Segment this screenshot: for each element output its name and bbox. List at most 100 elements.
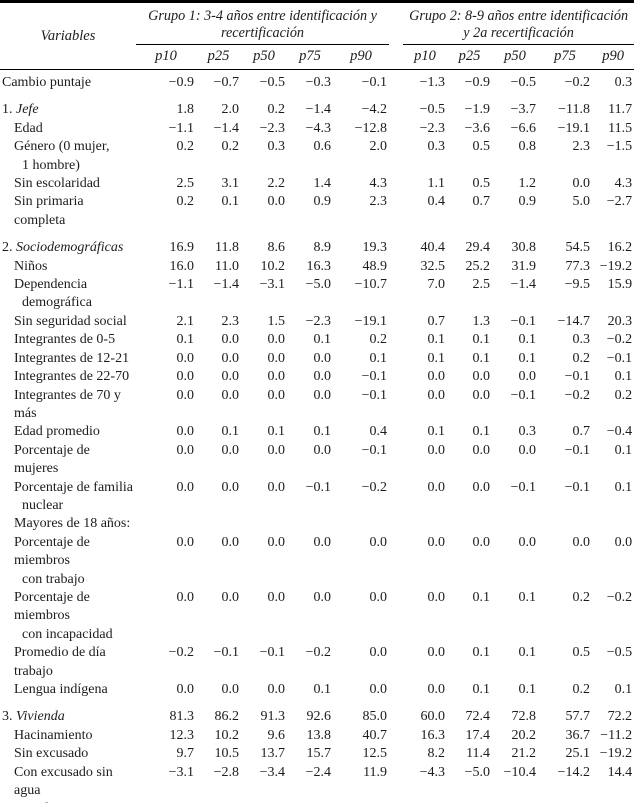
cell-group2-p90: −0.2 [606,332,633,348]
cell-group2-p75: −19.1 [557,120,591,136]
cell-group2-p90 [592,515,634,533]
group-spacer-cell [389,70,403,93]
cell-group1-p10: 0.0 [176,350,195,366]
cell-group1-p75: 0.1 [313,332,332,348]
row-label: Dependencia demográfica [14,277,92,311]
cell-group2-p25: 0.0 [472,387,491,403]
cell-group1-p50: 8.6 [267,240,286,256]
cell-group2-p75: 2.3 [572,139,591,155]
cell-group1-p75: 0.0 [313,442,332,458]
cell-group1-p50: 91.3 [260,709,286,725]
table-row: Niños 16.0 11.0 10.2 16.3 48.9 32.5 25.2 31.9 77.… [0,258,634,276]
cell-group1-p10: 0.2 [176,139,195,155]
row-label: Niños [14,258,48,274]
cell-group2-p50: 0.1 [518,645,537,661]
cell-group1-p90: −0.2 [361,479,388,495]
cell-group1-p75: 0.1 [313,424,332,440]
cell-group1-p10: 0.0 [176,534,195,550]
cell-group1-p50: 9.6 [241,800,287,803]
cell-group1-p75: 1.4 [313,176,332,192]
cell-group1-p75: 0.6 [313,139,332,155]
table-row: Promedio de día trabajo −0.2 −0.1 −0.1 −0.2 0… [0,644,634,681]
cell-group1-p10: 0.0 [176,369,195,385]
cell-group2-p90: −1.5 [606,139,633,155]
cell-group1-p25: 0.0 [221,369,240,385]
cell-group1-p25: 0.0 [221,442,240,458]
cell-group1-p50: 0.0 [267,479,286,495]
cell-group1-p10: 16.0 [169,258,195,274]
cell-group2-p25: 0.1 [472,424,491,440]
cell-group2-p75: 0.0 [572,176,591,192]
cell-group2-p75: 0.2 [572,682,591,697]
cell-group2-p10: 32.5 [420,258,446,274]
cell-group2-p10: 40.4 [420,240,446,256]
table-row: Sin primaria completa 0.2 0.1 0.0 0.9 2.3 0.4 0… [0,193,634,230]
group1-p25-header: p25 [196,44,241,70]
table-row: Piso de tierra14.013.49.610.222.6 17.423.… [0,800,634,803]
group-spacer-cell [389,368,403,386]
cell-group1-p50: −0.1 [259,645,285,661]
row-label: 1. Jefe [2,102,39,118]
cell-group1-p10: 0.0 [176,424,195,440]
group1-p90-header: p90 [333,44,390,70]
cell-group1-p90: 4.3 [369,176,388,192]
cell-group1-p50: 2.2 [267,176,286,192]
cell-group1-p75: 0.0 [313,369,332,385]
cell-group2-p75: −14.7 [557,313,591,329]
cell-group1-p50: 13.7 [260,746,286,762]
cell-group2-p75: 77.3 [565,258,591,274]
cell-group2-p25: 0.1 [472,350,491,366]
cell-group2-p50: −1.4 [510,277,537,293]
cell-group2-p50: 0.8 [518,139,537,155]
cell-group2-p25: 0.1 [472,645,491,661]
cell-group1-p75: −2.3 [305,313,331,329]
header-group-spacer [389,2,403,45]
cell-group2-p50: 0.3 [518,424,537,440]
cell-group1-p25: 0.1 [221,424,240,440]
row-label: 3. Vivienda [2,709,65,725]
cell-group2-p75: 0.3 [572,332,591,348]
cell-group2-p10: −4.3 [419,764,446,780]
row-label: Porcentaje de mujeres [14,442,90,477]
table-row: Porcentaje de miembros con trabajo 0.0 0.0 0… [0,534,634,589]
cell-group1-p75: −5.0 [305,277,331,293]
header-row-groups: Variables Grupo 1: 3-4 años entre identi… [0,1,634,70]
cell-group2-p10: 0.1 [427,332,446,348]
group-spacer-cell [389,745,403,763]
cell-group1-p50: −3.4 [259,764,285,780]
cell-group1-p50: 1.5 [267,313,286,329]
cell-group2-p25: 72.4 [465,709,491,725]
group-spacer-cell [389,764,403,801]
cell-group2-p90: 72.2 [607,709,633,725]
cell-group2-p50: 0.1 [518,332,537,348]
cell-group1-p50: 0.1 [267,424,286,440]
cell-group2-p90: 0.1 [614,479,633,495]
cell-group1-p10: −0.9 [168,75,194,90]
cell-group2-p90: −0.2 [606,589,633,605]
cell-group2-p25: 0.0 [472,442,491,458]
cell-group1-p90: 22.6 [333,800,389,803]
cell-group1-p10: 16.9 [169,240,195,256]
table-row: Lengua indígena 0.0 0.0 0.0 0.1 0.0 0.0 0.1 0.1 0… [0,681,634,699]
cell-group2-p10: 0.0 [427,589,446,605]
cell-group2-p10: −0.5 [419,102,446,118]
cell-group1-p10: 12.3 [169,727,195,743]
cell-group2-p25: 17.4 [465,727,491,743]
cell-group1-p75: 16.3 [306,258,332,274]
cell-group2-p90: −19.2 [599,746,633,762]
cell-group1-p75: 13.8 [306,727,332,743]
group-spacer-cell [389,258,403,276]
cell-group1-p25: 0.0 [221,350,240,366]
cell-group2-p10: 0.0 [427,387,446,403]
cell-group1-p90: 0.2 [369,332,388,348]
cell-group2-p75: −0.1 [564,479,591,495]
cell-group1-p75: 15.7 [306,746,332,762]
cell-group1-p25: 86.2 [214,709,240,725]
table-row: Cambio puntaje −0.9 −0.7 −0.5 −0.3 −0.1 −1.3 −0… [0,70,634,93]
row-label: Porcentaje de miembros con trabajo [14,534,90,587]
group-spacer-cell [389,175,403,193]
cell-group2-p25: 2.5 [472,277,491,293]
cell-group2-p50: 0.0 [518,369,537,385]
table-row: Integrantes de 0-5 0.1 0.0 0.0 0.1 0.2 0.1 0.1 0… [0,331,634,349]
